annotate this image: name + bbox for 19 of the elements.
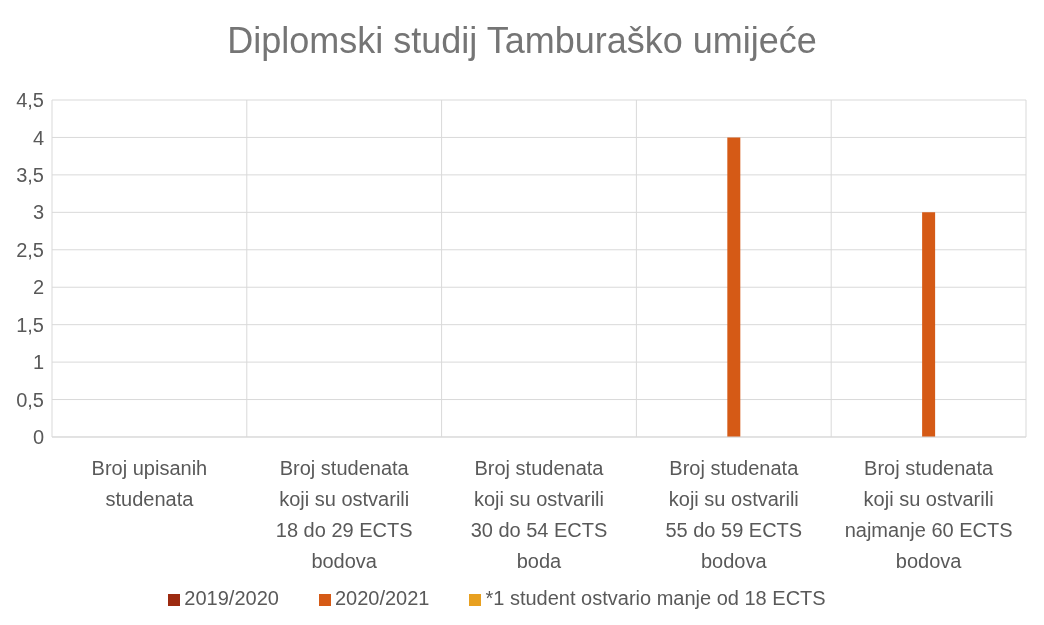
legend-label: 2020/2021 bbox=[334, 587, 430, 609]
legend-label: 2019/2020 bbox=[184, 587, 279, 609]
y-tick-label: 1 bbox=[32, 351, 44, 374]
x-tick-label: Broj upisanih studenata bbox=[91, 457, 208, 510]
y-tick-label: 3 bbox=[32, 201, 44, 224]
y-tick-label: 3,5 bbox=[16, 163, 44, 186]
y-tick-label: 2,5 bbox=[16, 238, 44, 261]
y-tick-label: 1,5 bbox=[16, 313, 44, 336]
y-tick-label: 4,5 bbox=[16, 89, 44, 112]
chart-title: Diplomski studij Tamburaško umijeće bbox=[226, 20, 818, 63]
y-tick-label: 0 bbox=[32, 426, 44, 449]
x-tick-label: Broj studenata koji su ostvarili 18 do 29 ECTS bodova bbox=[275, 457, 413, 572]
y-tick-label: 2 bbox=[32, 276, 44, 299]
y-tick-label: 4 bbox=[32, 126, 44, 149]
x-tick-label: Broj studenata koji su ostvarili najmanje 60 ECTS bodova bbox=[844, 457, 1013, 572]
legend-label: *1 student ostvario manje od 18 ECTS bbox=[485, 587, 826, 609]
x-tick-label: Broj studenata koji su ostvarili 30 do 54 ECTS boda bbox=[470, 457, 608, 572]
y-tick-label: 0,5 bbox=[16, 388, 44, 411]
x-tick-label: Broj studenata koji su ostvarili 55 do 59 ECTS bodova bbox=[665, 457, 803, 572]
